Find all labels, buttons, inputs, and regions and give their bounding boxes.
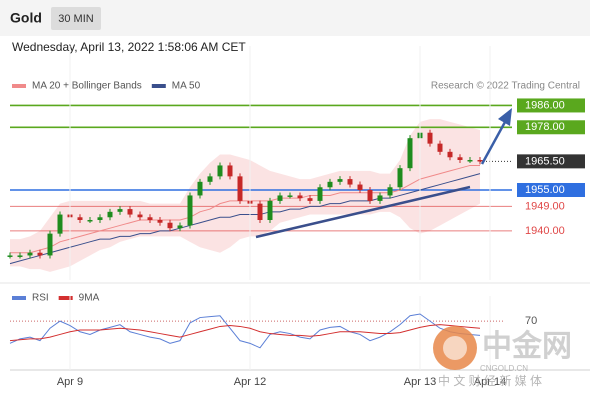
level-label: 1965.50 <box>525 155 565 167</box>
candle-body <box>297 195 303 199</box>
candle-body <box>317 187 323 201</box>
series-line <box>9 173 481 265</box>
watermark-brand: 中金网 <box>482 329 572 363</box>
watermark-site: CNGOLD.CN <box>480 364 528 373</box>
candle-body <box>277 195 283 201</box>
level-label: 1949.00 <box>525 200 565 212</box>
candle-body <box>437 143 443 152</box>
candle-body <box>467 160 473 162</box>
level-label-box <box>517 154 585 169</box>
level-label-box <box>517 120 585 135</box>
candle-body <box>57 214 63 234</box>
candle-body <box>157 220 163 223</box>
candle-body <box>147 217 153 220</box>
level-label: 1986.00 <box>525 99 565 111</box>
target-arrow <box>480 121 507 165</box>
candle-body <box>217 165 223 177</box>
support-trendline <box>255 185 471 239</box>
candle-body <box>237 176 243 201</box>
candle-body <box>177 225 183 229</box>
candle-body <box>447 151 453 158</box>
candle-body <box>377 195 383 201</box>
candle-body <box>7 255 13 257</box>
candle-body <box>17 255 23 257</box>
timestamp: Wednesday, April 13, 2022 1:58:06 AM CET <box>12 40 246 54</box>
x-tick-label: Apr 14 <box>474 376 506 388</box>
candle-body <box>267 200 273 220</box>
watermark-tagline: 中 文 财 经 新 媒 体 <box>438 373 542 388</box>
candle-body <box>327 181 333 188</box>
legend-label: 9MA <box>79 293 100 304</box>
candle-body <box>227 165 233 177</box>
series-line <box>9 313 481 349</box>
x-tick-label: Apr 13 <box>404 376 436 388</box>
candle-body <box>107 211 113 218</box>
series-line <box>10 164 480 254</box>
level-label: 1978.00 <box>525 121 565 133</box>
candle-body <box>47 233 53 256</box>
candle-body <box>387 187 393 196</box>
legend-swatch <box>12 84 26 88</box>
candle-body <box>187 195 193 226</box>
candle-body <box>137 214 143 218</box>
candle-body <box>207 176 213 182</box>
watermark: 中金网 CNGOLD.CN 中 文 财 经 新 媒 体 <box>433 326 572 388</box>
legend-swatch <box>58 296 73 300</box>
candle-body <box>367 190 373 201</box>
legend-swatch <box>12 296 26 300</box>
legend-label: MA 50 <box>172 81 201 92</box>
y-tick-label: 70 <box>525 315 537 327</box>
arrow-head <box>498 108 512 126</box>
candle-body <box>287 195 293 197</box>
candle-body <box>27 252 33 256</box>
candle-body <box>457 157 463 160</box>
source: Research © 2022 Trading Central <box>431 81 580 92</box>
x-tick-label: Apr 9 <box>57 376 83 388</box>
candle-body <box>117 209 123 212</box>
level-label: 1955.00 <box>525 184 565 196</box>
level-label-box <box>517 98 585 113</box>
level-label: 1940.00 <box>525 225 565 237</box>
bollinger-band <box>10 119 480 272</box>
candle-body <box>477 160 483 162</box>
candle-body <box>307 198 313 201</box>
watermark-logo-inner <box>443 336 467 360</box>
legend-label: RSI <box>32 293 49 304</box>
candle-body <box>97 217 103 220</box>
candle-body <box>127 209 133 215</box>
candle-body <box>87 220 93 222</box>
candle-body <box>337 179 343 182</box>
series-line <box>9 324 481 342</box>
level-label-box <box>517 183 585 197</box>
plot: MA 20 + Bollinger Bands MA 50 1986.00 1978.… <box>7 46 585 388</box>
timeframe[interactable]: 30 MIN <box>58 13 94 25</box>
symbol: Gold <box>10 10 42 26</box>
candle-body <box>407 138 413 169</box>
candle-body <box>427 132 433 144</box>
candle-body <box>347 179 353 185</box>
candle-body <box>167 222 173 229</box>
candle-body <box>257 203 263 220</box>
timeframe-box[interactable] <box>51 7 101 30</box>
x-tick-label: Apr 12 <box>234 376 266 388</box>
candle-body <box>37 252 43 256</box>
legend-label: MA 20 + Bollinger Bands <box>32 81 142 92</box>
candle-body <box>77 217 83 220</box>
candle-body <box>197 181 203 196</box>
legend-swatch <box>151 84 166 88</box>
candle-body <box>397 168 403 188</box>
candle-body <box>357 184 363 190</box>
